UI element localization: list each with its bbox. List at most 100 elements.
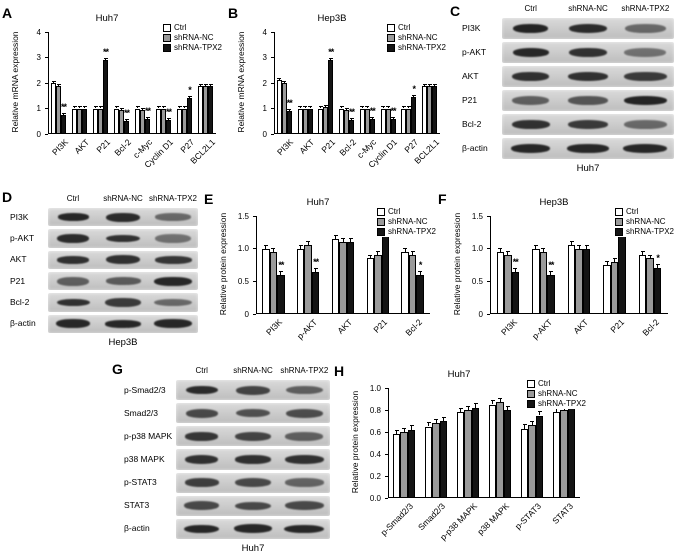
error-bar-cap — [370, 116, 375, 118]
y-tick-mark — [253, 313, 256, 315]
lane-header: Ctrl — [524, 4, 537, 13]
legend-label: shRNA-TPX2 — [173, 43, 222, 52]
lane-header: shRNA-TPX2 — [621, 4, 670, 13]
bar-shrna-nc — [539, 251, 548, 314]
error-bar — [542, 248, 544, 252]
legend-label: Ctrl — [625, 207, 639, 216]
error-bar — [163, 106, 164, 109]
protein-band — [105, 298, 141, 307]
error-bar-cap — [391, 116, 396, 118]
error-bar-cap — [409, 425, 414, 427]
bar-ctrl — [380, 108, 386, 134]
bar-shrna-tpx2 — [582, 248, 591, 314]
blot-lane — [502, 114, 559, 135]
error-bar — [342, 238, 344, 243]
error-bar — [361, 106, 363, 109]
protein-band — [623, 120, 668, 129]
blot-lane — [176, 473, 227, 493]
error-bar-cap — [140, 107, 145, 109]
bar-ctrl — [318, 108, 324, 134]
bar-ctrl — [638, 255, 647, 314]
error-bar — [404, 248, 406, 252]
error-bar-cap — [410, 251, 415, 253]
bar-ctrl — [401, 108, 407, 134]
legend-swatch-shrna-nc — [162, 33, 171, 42]
significance-mark: ** — [102, 47, 109, 57]
bar-ctrl — [567, 245, 576, 314]
bar-shrna-tpx2 — [82, 108, 87, 134]
y-tick-label: 2 — [36, 78, 41, 88]
error-bar-cap — [119, 107, 124, 109]
error-bar — [105, 58, 106, 61]
error-bar — [369, 254, 371, 259]
blot-row-label: AKT — [10, 254, 27, 265]
legend-item: shRNA-NC — [614, 217, 674, 226]
y-tick-mark — [271, 31, 274, 33]
bar-ctrl — [392, 434, 401, 498]
lane-headers: Ctrl shRNA-NC shRNA-TPX2 — [48, 194, 198, 207]
y-tick-label: 0.5 — [237, 276, 249, 286]
error-bar — [330, 58, 332, 61]
bar-ctrl — [114, 108, 119, 134]
error-bar-cap — [427, 83, 432, 85]
blot-strip — [502, 66, 674, 87]
y-tick-mark — [253, 215, 256, 217]
bar-shrna-nc — [528, 425, 536, 498]
y-tick-mark — [45, 108, 48, 109]
western-blot-hep3b-pi3k: Ctrl shRNA-NC shRNA-TPX2 PI3K p-AKT AKT P21 Bcl… — [10, 194, 198, 350]
bar-ctrl — [552, 412, 561, 498]
blot-row-label: Bcl-2 — [10, 297, 30, 307]
y-tick-label: 0.5 — [471, 276, 483, 286]
error-bar — [74, 106, 75, 109]
protein-band — [624, 24, 666, 33]
bar-shrna-tpx2 — [61, 114, 66, 134]
legend: Ctrl shRNA-NC shRNA-TPX2 — [524, 378, 586, 409]
error-bar — [58, 83, 59, 86]
blot-lane — [98, 272, 148, 290]
significance-mark: ** — [328, 47, 334, 57]
legend-label: shRNA-NC — [173, 33, 214, 42]
protein-band — [284, 524, 325, 534]
protein-band — [57, 213, 89, 221]
protein-band — [57, 255, 89, 264]
legend-item: shRNA-NC — [526, 389, 586, 398]
bar-shrna-nc — [432, 423, 440, 498]
blot-lane — [279, 403, 330, 423]
bar-shrna-tpx2 — [145, 118, 150, 134]
error-bar-cap — [333, 234, 338, 236]
blot-lane — [176, 496, 227, 516]
lane-header: shRNA-TPX2 — [280, 366, 329, 375]
significance-mark: ** — [548, 259, 554, 270]
error-bar — [346, 107, 348, 110]
bar-ctrl — [296, 248, 305, 314]
bar-shrna-tpx2 — [369, 118, 375, 134]
error-bar — [499, 248, 501, 252]
blot-lane — [227, 519, 278, 539]
bar-shrna-nc — [408, 255, 417, 314]
blot-lane — [176, 449, 227, 469]
error-bar — [475, 403, 476, 408]
cell-line-label: Huh7 — [576, 163, 600, 174]
error-bar-cap — [182, 106, 187, 108]
bar-ctrl — [532, 248, 540, 314]
error-bar-cap — [135, 106, 140, 108]
protein-band — [511, 144, 550, 153]
error-bar-cap — [308, 106, 313, 108]
error-bar-cap — [177, 106, 182, 108]
error-bar-cap — [349, 117, 354, 119]
protein-band — [567, 120, 609, 129]
legend: Ctrl shRNA-NC shRNA-TPX2 — [374, 206, 436, 237]
error-bar-cap — [505, 251, 510, 253]
bar-shrna-tpx2 — [618, 235, 626, 314]
lane-header: Ctrl — [195, 366, 208, 375]
blot-row-label: p-AKT — [10, 233, 35, 243]
protein-band — [623, 96, 667, 105]
protein-band — [235, 431, 271, 441]
panel-label-a: A — [2, 5, 13, 21]
error-bar-cap — [306, 241, 311, 243]
bar-shrna-nc — [374, 255, 382, 314]
plot-area — [274, 32, 440, 134]
error-bar-cap — [161, 106, 166, 108]
error-bar-cap — [277, 78, 282, 80]
error-bar-cap — [577, 244, 581, 246]
